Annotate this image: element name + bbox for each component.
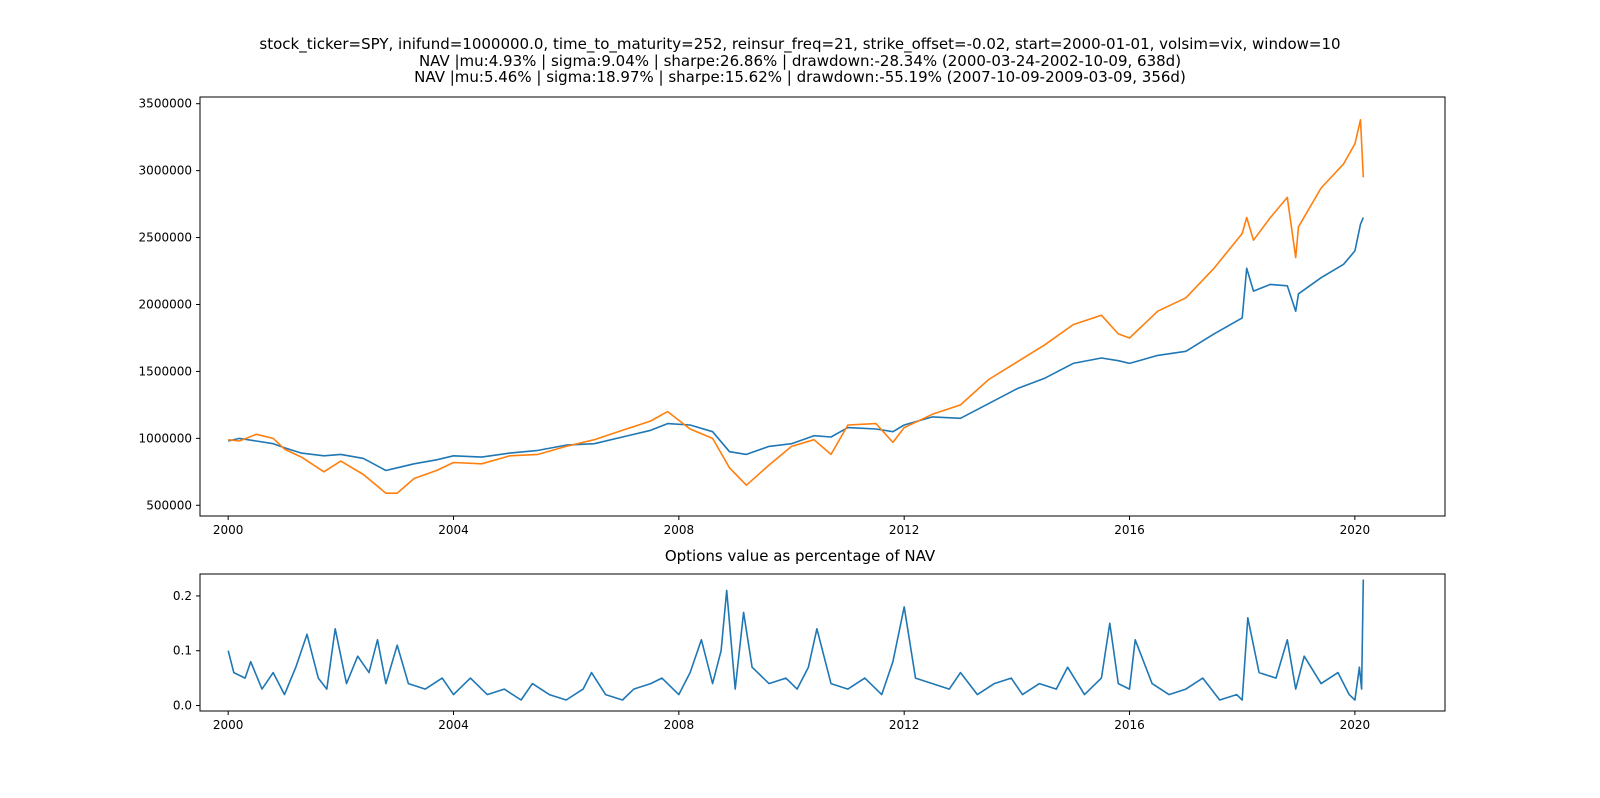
nav-x-tick-label: 2012 [889,523,920,537]
options-x-tick-label: 2000 [213,718,244,732]
nav-y-tick-label: 3500000 [139,97,192,111]
options-x-tick-label: 2016 [1114,718,1145,732]
options-y-tick-label: 0.2 [173,589,192,603]
title-line-params: stock_ticker=SPY, inifund=1000000.0, tim… [259,35,1341,53]
options-chart-title: Options value as percentage of NAV [664,547,936,565]
nav-x-tick-label: 2008 [664,523,695,537]
options-y-tick-label: 0.0 [173,699,192,713]
options-x-tick-label: 2004 [438,718,469,732]
nav-axes-frame [199,96,1446,517]
chart-title: stock_ticker=SPY, inifund=1000000.0, tim… [0,36,1600,86]
nav-y-tick-label: 2000000 [139,297,192,311]
title-line-nav-stats-2: NAV |mu:5.46% | sigma:18.97% | sharpe:15… [414,68,1186,86]
nav-y-tick-label: 2500000 [139,231,192,245]
options-axes-frame [199,573,1446,712]
nav-x-tick-label: 2016 [1114,523,1145,537]
nav-series-line-0 [228,217,1365,472]
options-y-tick-label: 0.1 [173,644,192,658]
nav-x-tick-label: 2000 [213,523,244,537]
options-x-tick-label: 2008 [664,718,695,732]
nav-x-tick-label: 2020 [1340,523,1371,537]
nav-series-line-1 [228,119,1365,495]
nav-y-tick-label: 1000000 [139,431,192,445]
nav-y-tick-label: 3000000 [139,164,192,178]
nav-y-tick-label: 1500000 [139,364,192,378]
title-line-nav-stats-1: NAV |mu:4.93% | sigma:9.04% | sharpe:26.… [418,51,1182,70]
options-x-tick-label: 2020 [1340,718,1371,732]
options-series-line-0 [227,579,1365,701]
nav-y-tick-label: 500000 [146,498,192,512]
options-x-tick-label: 2012 [889,718,920,732]
nav-x-tick-label: 2004 [438,523,469,537]
